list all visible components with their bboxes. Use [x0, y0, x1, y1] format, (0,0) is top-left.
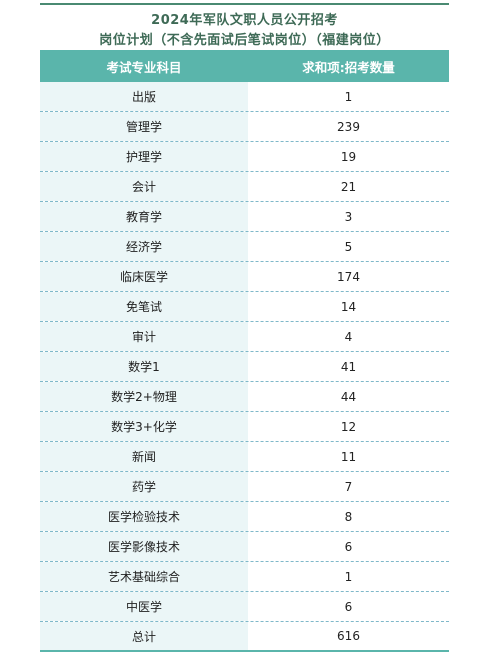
cell-subject: 中医学: [40, 592, 248, 621]
cell-count: 6: [248, 532, 449, 561]
cell-count: 19: [248, 142, 449, 171]
header-count: 求和项:招考数量: [302, 59, 395, 75]
cell-count: 5: [248, 232, 449, 261]
cell-count: 1: [248, 82, 449, 111]
table-row: 护理学 19: [40, 142, 449, 172]
table-row: 中医学 6: [40, 592, 449, 622]
header-subject: 考试专业科目: [106, 59, 182, 75]
cell-count: 14: [248, 292, 449, 321]
table-row: 新闻 11: [40, 442, 449, 472]
cell-subject: 护理学: [40, 142, 248, 171]
document-sheet: 2024年军队文职人员公开招考 岗位计划（不含先面试后笔试岗位）（福建岗位） 考…: [40, 0, 449, 653]
table-row: 会计 21: [40, 172, 449, 202]
table-row: 免笔试 14: [40, 292, 449, 322]
cell-subject: 临床医学: [40, 262, 248, 291]
cell-count: 1: [248, 562, 449, 591]
cell-subject: 出版: [40, 82, 248, 111]
cell-count: 12: [248, 412, 449, 441]
cell-count: 6: [248, 592, 449, 621]
cell-subject: 数学3+化学: [40, 412, 248, 441]
table-body: 出版 1 管理学 239 护理学 19 会计 21 教育学 3 经济学 5 临床医学 174 免笔试 14 审计…: [40, 82, 449, 652]
table-row: 出版 1: [40, 82, 449, 112]
cell-subject: 管理学: [40, 112, 248, 141]
table-row: 教育学 3: [40, 202, 449, 232]
cell-count: 7: [248, 472, 449, 501]
table-total-row: 总计 616: [40, 622, 449, 652]
top-rule-divider: [40, 3, 449, 5]
cell-subject: 会计: [40, 172, 248, 201]
table-row: 数学3+化学 12: [40, 412, 449, 442]
page-subtitle: 岗位计划（不含先面试后笔试岗位）（福建岗位）: [99, 33, 390, 48]
cell-count: 11: [248, 442, 449, 471]
cell-subject: 教育学: [40, 202, 248, 231]
cell-count: 3: [248, 202, 449, 231]
cell-count: 8: [248, 502, 449, 531]
cell-count: 616: [248, 622, 449, 650]
table-row: 临床医学 174: [40, 262, 449, 292]
cell-count: 44: [248, 382, 449, 411]
cell-subject: 药学: [40, 472, 248, 501]
table-row: 数学2+物理 44: [40, 382, 449, 412]
cell-subject: 医学检验技术: [40, 502, 248, 531]
cell-subject: 艺术基础综合: [40, 562, 248, 591]
table-row: 数学1 41: [40, 352, 449, 382]
table-row: 审计 4: [40, 322, 449, 352]
cell-subject: 免笔试: [40, 292, 248, 321]
plan-table: 考试专业科目 求和项:招考数量 出版 1 管理学 239 护理学 19 会计 21 教育学 3 经济…: [40, 50, 449, 652]
table-row: 医学检验技术 8: [40, 502, 449, 532]
cell-count: 4: [248, 322, 449, 351]
cell-subject: 审计: [40, 322, 248, 351]
table-row: 管理学 239: [40, 112, 449, 142]
cell-count: 21: [248, 172, 449, 201]
table-row: 艺术基础综合 1: [40, 562, 449, 592]
cell-subject: 总计: [40, 622, 248, 650]
cell-subject: 数学1: [40, 352, 248, 381]
table-row: 药学 7: [40, 472, 449, 502]
table-row: 医学影像技术 6: [40, 532, 449, 562]
cell-subject: 经济学: [40, 232, 248, 261]
table-header-row: 考试专业科目 求和项:招考数量: [40, 50, 449, 82]
cell-subject: 新闻: [40, 442, 248, 471]
table-row: 经济学 5: [40, 232, 449, 262]
cell-count: 41: [248, 352, 449, 381]
page-title: 2024年军队文职人员公开招考: [151, 13, 338, 28]
cell-count: 239: [248, 112, 449, 141]
cell-subject: 医学影像技术: [40, 532, 248, 561]
cell-subject: 数学2+物理: [40, 382, 248, 411]
cell-count: 174: [248, 262, 449, 291]
